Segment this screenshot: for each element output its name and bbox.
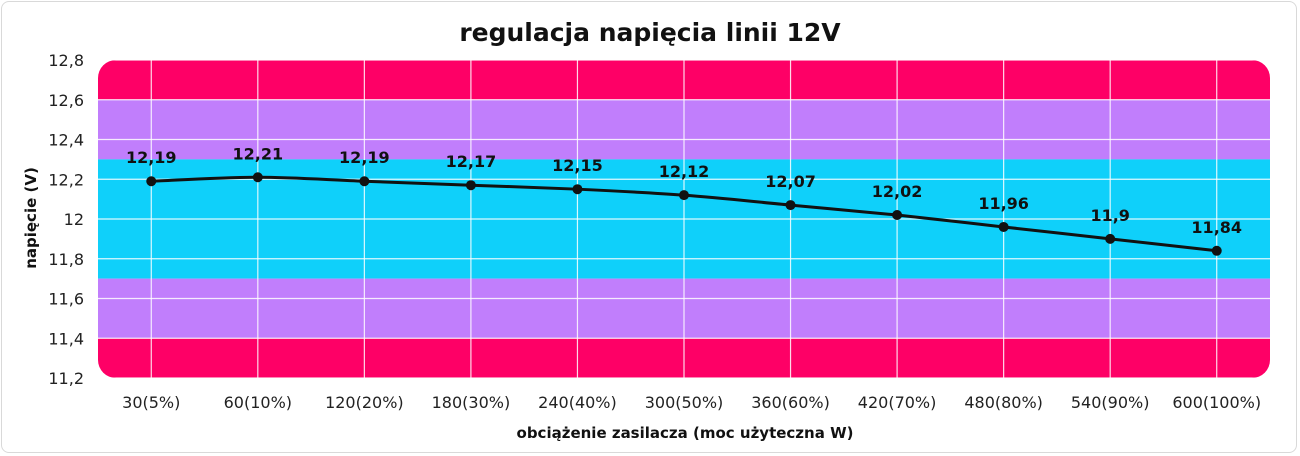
x-tick-label: 30(5%) [122, 393, 180, 412]
chart-title: regulacja napięcia linii 12V [459, 18, 841, 47]
data-point [1211, 245, 1222, 256]
y-tick-label: 12 [64, 210, 84, 229]
x-tick-label: 300(50%) [645, 393, 724, 412]
data-point [679, 190, 689, 201]
data-point [1105, 233, 1116, 244]
y-tick-label: 11,8 [48, 250, 84, 269]
x-tick-label: 60(10%) [224, 393, 292, 412]
series-voltage [146, 172, 1222, 256]
x-tick-label: 540(90%) [1071, 393, 1150, 412]
data-label: 11,84 [1191, 218, 1242, 237]
data-point [892, 210, 903, 221]
x-tick-label: 120(20%) [325, 393, 404, 412]
x-tick-label: 600(100%) [1172, 393, 1261, 412]
x-axis-ticks: 30(5%) 60(10%) 120(20%) 180(30%) 240(40%) 300… [122, 393, 1261, 412]
data-label: 11,9 [1090, 206, 1129, 225]
data-point [252, 172, 263, 183]
x-tick-label: 360(60%) [751, 393, 830, 412]
data-label: 12,15 [552, 156, 603, 175]
x-axis-label: obciążenie zasilacza (moc użyteczna W) [517, 424, 854, 442]
y-axis-ticks: 11,2 11,4 11,6 11,8 12 12,2 12,4 12,6 12,8 [48, 51, 84, 388]
data-label: 12,19 [339, 148, 390, 167]
y-axis-label: napięcie (V) [22, 167, 40, 269]
data-label: 12,02 [872, 182, 923, 201]
x-tick-label: 180(30%) [432, 393, 511, 412]
x-tick-label: 480(80%) [964, 393, 1043, 412]
y-tick-label: 11,6 [48, 290, 84, 309]
data-point [998, 221, 1009, 232]
data-point [785, 200, 796, 211]
data-label: 12,21 [233, 144, 284, 163]
x-tick-label: 240(40%) [538, 393, 617, 412]
data-point [465, 180, 476, 191]
data-point [359, 176, 370, 187]
y-tick-label: 12,6 [48, 91, 84, 110]
data-point [146, 176, 157, 187]
data-label: 12,17 [446, 152, 497, 171]
y-tick-label: 11,4 [48, 329, 84, 348]
data-label: 12,07 [765, 172, 816, 191]
data-labels: 12,19 12,21 12,19 12,17 12,15 12,12 12,07 12,02… [126, 144, 1242, 237]
x-tick-label: 420(70%) [858, 393, 937, 412]
y-tick-label: 11,2 [48, 369, 84, 388]
data-label: 11,96 [978, 194, 1029, 213]
y-tick-label: 12,8 [48, 51, 84, 70]
data-point [572, 184, 583, 195]
data-label: 12,12 [659, 162, 710, 181]
y-tick-label: 12,2 [48, 170, 84, 189]
y-tick-label: 12,4 [48, 131, 84, 150]
data-label: 12,19 [126, 148, 177, 167]
